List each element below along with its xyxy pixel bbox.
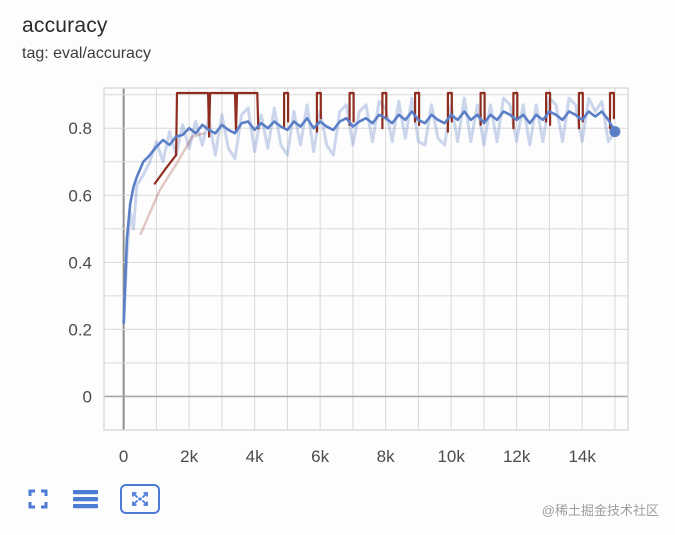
fullscreen-button[interactable] xyxy=(24,485,52,513)
chart-tag: tag: eval/accuracy xyxy=(22,45,151,62)
series-end-marker xyxy=(609,126,621,138)
chart-title: accuracy xyxy=(22,14,108,37)
accuracy-chart[interactable]: 0 2k 4k 6k 8k 10k 12k 14k 0 0.2 0.4 0.6 0.8 xyxy=(46,80,636,475)
x-tick-label: 4k xyxy=(246,447,264,466)
series-blue-raw-line xyxy=(122,96,617,325)
plot-border xyxy=(103,87,629,431)
y-tick-label: 0 xyxy=(83,387,92,406)
chart-area: 0 2k 4k 6k 8k 10k 12k 14k 0 0.2 0.4 0.6 0.8 xyxy=(46,80,636,480)
x-tick-label: 14k xyxy=(568,447,596,466)
x-tick-label: 2k xyxy=(180,447,198,466)
x-tick-label: 8k xyxy=(377,447,395,466)
series-red-raw-line xyxy=(139,132,206,236)
x-tick-label: 10k xyxy=(437,447,465,466)
series-blue-line xyxy=(122,110,617,324)
y-tick-label: 0.6 xyxy=(68,186,92,205)
series-red-line xyxy=(153,91,615,185)
fit-domain-icon xyxy=(132,492,148,506)
runs-selector-button[interactable] xyxy=(70,486,102,512)
x-tick-label: 12k xyxy=(503,447,531,466)
x-tick-label: 6k xyxy=(311,447,329,466)
card-header: accuracy tag: eval/accuracy xyxy=(22,14,151,63)
y-tick-label: 0.8 xyxy=(68,119,92,138)
y-tick-label: 0.2 xyxy=(68,320,92,339)
y-tick-label: 0.4 xyxy=(68,253,92,272)
chart-toolbar xyxy=(24,484,160,514)
fit-domain-button[interactable] xyxy=(120,484,160,514)
runs-selector-icon xyxy=(73,490,98,509)
watermark: @稀土掘金技术社区 xyxy=(541,503,659,518)
fullscreen-icon xyxy=(28,489,48,509)
x-tick-label: 0 xyxy=(119,447,128,466)
